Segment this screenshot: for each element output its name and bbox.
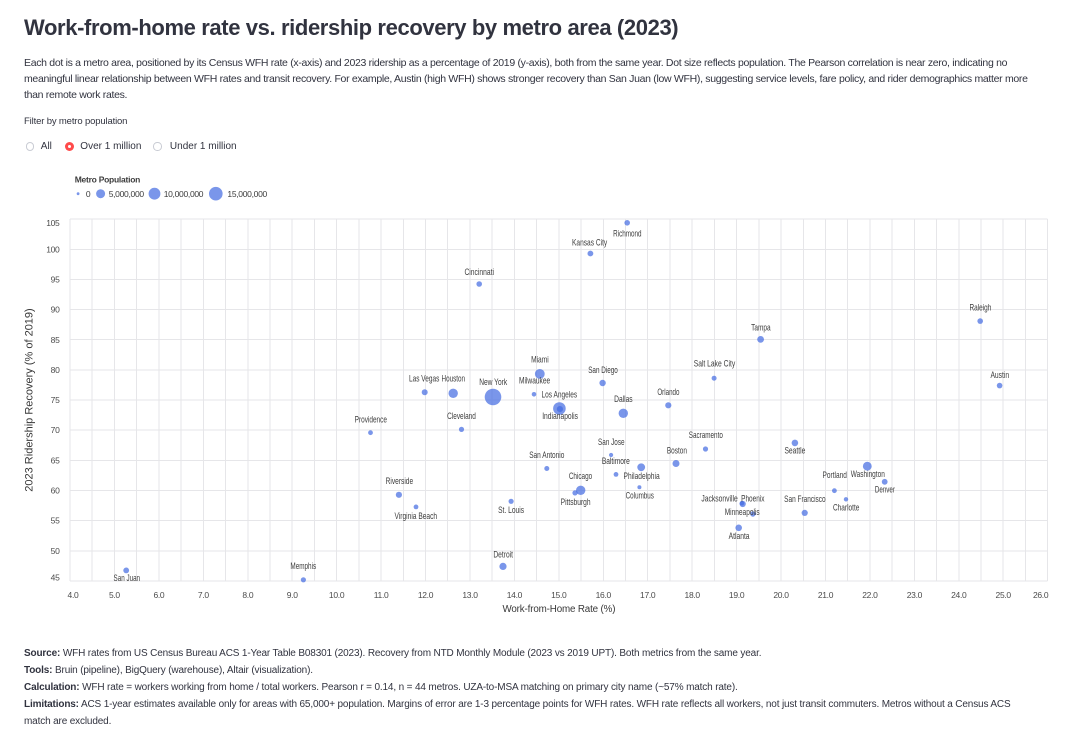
- svg-text:Denver: Denver: [875, 485, 895, 495]
- svg-text:Los Angeles: Los Angeles: [541, 390, 577, 400]
- svg-text:Seattle: Seattle: [784, 446, 805, 456]
- svg-text:15,000,000: 15,000,000: [227, 189, 267, 199]
- svg-text:Atlanta: Atlanta: [729, 531, 750, 541]
- svg-text:San Diego: San Diego: [588, 365, 618, 375]
- svg-text:Baltimore: Baltimore: [602, 456, 630, 466]
- svg-text:26.0: 26.0: [1033, 590, 1049, 600]
- svg-text:Riverside: Riverside: [386, 476, 414, 486]
- svg-text:20.0: 20.0: [773, 590, 789, 600]
- svg-text:Washington: Washington: [851, 469, 885, 479]
- svg-text:17.0: 17.0: [640, 590, 656, 600]
- svg-text:8.0: 8.0: [242, 590, 253, 600]
- svg-text:70: 70: [51, 425, 60, 435]
- svg-text:5,000,000: 5,000,000: [109, 189, 145, 199]
- svg-text:Phoenix: Phoenix: [741, 493, 765, 503]
- svg-text:San Antonio: San Antonio: [529, 450, 564, 460]
- svg-text:25.0: 25.0: [996, 590, 1012, 600]
- svg-text:Portland: Portland: [823, 470, 847, 480]
- svg-text:18.0: 18.0: [685, 590, 701, 600]
- svg-text:2023 Ridership Recovery (% of: 2023 Ridership Recovery (% of 2019): [24, 308, 36, 491]
- svg-text:Cleveland: Cleveland: [447, 411, 476, 421]
- svg-text:Pittsburgh: Pittsburgh: [561, 497, 591, 507]
- svg-text:11.0: 11.0: [374, 590, 389, 600]
- svg-text:23.0: 23.0: [907, 590, 923, 600]
- svg-text:Detroit: Detroit: [493, 549, 513, 559]
- svg-text:13.0: 13.0: [462, 590, 478, 600]
- svg-text:6.0: 6.0: [153, 590, 164, 600]
- svg-text:Tampa: Tampa: [751, 323, 771, 333]
- svg-text:Las Vegas: Las Vegas: [409, 374, 440, 384]
- svg-text:90: 90: [51, 305, 60, 315]
- svg-text:Orlando: Orlando: [657, 387, 679, 397]
- svg-text:Providence: Providence: [355, 414, 387, 424]
- svg-text:Philadelphia: Philadelphia: [624, 471, 661, 481]
- svg-text:Columbus: Columbus: [626, 490, 655, 500]
- svg-text:55: 55: [51, 516, 60, 526]
- svg-text:Virginia Beach: Virginia Beach: [395, 511, 438, 521]
- svg-text:Metro Population: Metro Population: [75, 175, 140, 185]
- svg-text:0: 0: [86, 189, 91, 199]
- svg-text:Chicago: Chicago: [569, 471, 592, 481]
- svg-text:80: 80: [51, 365, 60, 375]
- svg-text:Austin: Austin: [990, 370, 1009, 380]
- svg-text:Jacksonville: Jacksonville: [701, 493, 737, 503]
- svg-text:50: 50: [51, 546, 60, 556]
- svg-text:85: 85: [51, 335, 60, 345]
- svg-text:21.0: 21.0: [818, 590, 834, 600]
- svg-text:San Juan: San Juan: [114, 573, 141, 583]
- svg-text:Miami: Miami: [531, 355, 549, 365]
- svg-text:75: 75: [51, 395, 60, 405]
- svg-text:Indianapolis: Indianapolis: [542, 411, 578, 421]
- svg-text:Cincinnati: Cincinnati: [464, 267, 494, 277]
- svg-text:San Jose: San Jose: [598, 437, 625, 447]
- svg-text:19.0: 19.0: [729, 590, 745, 600]
- svg-text:45: 45: [51, 573, 60, 583]
- svg-text:Milwaukee: Milwaukee: [519, 375, 550, 385]
- svg-text:16.0: 16.0: [596, 590, 612, 600]
- svg-text:7.0: 7.0: [198, 590, 209, 600]
- svg-text:95: 95: [51, 275, 60, 285]
- svg-text:5.0: 5.0: [109, 590, 120, 600]
- svg-text:Dallas: Dallas: [614, 394, 633, 404]
- svg-text:Charlotte: Charlotte: [833, 503, 860, 513]
- svg-text:100: 100: [46, 244, 60, 254]
- svg-text:65: 65: [51, 455, 60, 465]
- svg-text:San Francisco: San Francisco: [784, 494, 826, 504]
- svg-text:4.0: 4.0: [68, 590, 79, 600]
- svg-text:15.0: 15.0: [551, 590, 567, 600]
- svg-text:10.0: 10.0: [329, 590, 345, 600]
- svg-text:Memphis: Memphis: [290, 561, 316, 571]
- svg-text:Richmond: Richmond: [613, 228, 641, 238]
- svg-text:Sacramento: Sacramento: [689, 430, 723, 440]
- svg-text:22.0: 22.0: [862, 590, 878, 600]
- svg-text:Boston: Boston: [667, 445, 687, 455]
- svg-text:10,000,000: 10,000,000: [164, 189, 204, 199]
- svg-text:9.0: 9.0: [287, 590, 298, 600]
- svg-text:Kansas City: Kansas City: [572, 237, 607, 247]
- svg-text:Raleigh: Raleigh: [969, 303, 991, 313]
- svg-text:Minneapolis: Minneapolis: [725, 507, 760, 517]
- svg-text:Salt Lake City: Salt Lake City: [694, 358, 736, 368]
- svg-text:Houston: Houston: [442, 374, 466, 384]
- svg-text:24.0: 24.0: [951, 590, 967, 600]
- svg-text:14.0: 14.0: [507, 590, 523, 600]
- svg-text:New York: New York: [479, 377, 507, 387]
- svg-text:St. Louis: St. Louis: [498, 505, 524, 515]
- svg-text:12.0: 12.0: [418, 590, 434, 600]
- svg-text:60: 60: [51, 486, 60, 496]
- svg-text:Work-from-Home Rate (%): Work-from-Home Rate (%): [502, 604, 615, 615]
- svg-text:105: 105: [46, 218, 60, 228]
